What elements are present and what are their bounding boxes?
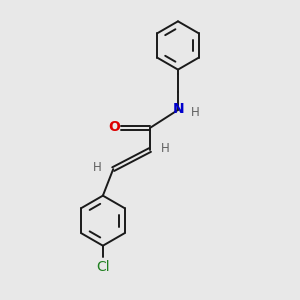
Text: H: H — [161, 142, 170, 155]
Text: Cl: Cl — [96, 260, 110, 274]
Text: H: H — [191, 106, 200, 119]
Text: H: H — [93, 161, 102, 174]
Text: N: N — [173, 102, 185, 116]
Text: O: O — [108, 120, 120, 134]
